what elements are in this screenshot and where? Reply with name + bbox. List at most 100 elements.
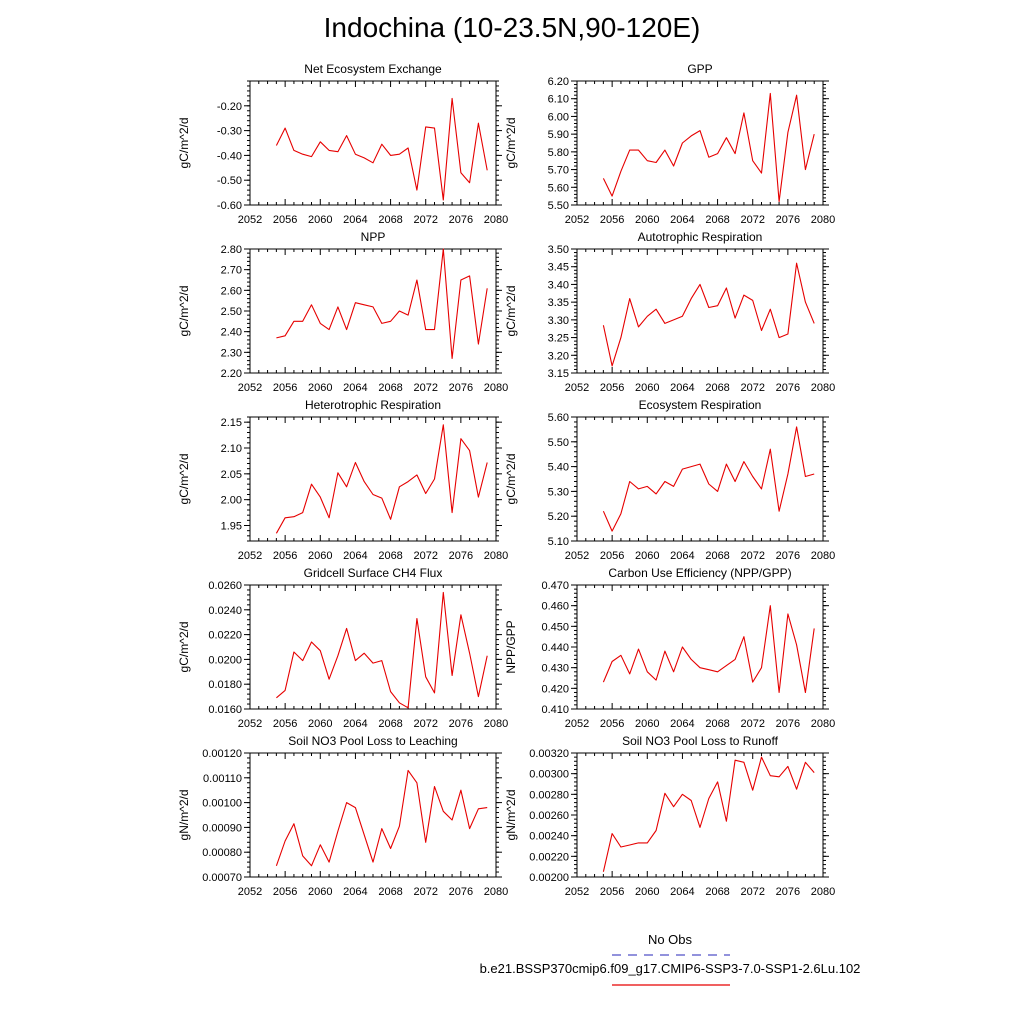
panel-title: Net Ecosystem Exchange: [304, 62, 442, 76]
x-tick-label: 2068: [705, 382, 729, 394]
x-tick-label: 2060: [308, 214, 332, 226]
y-tick-label: 0.0200: [208, 654, 242, 666]
x-tick-label: 2056: [273, 886, 297, 898]
x-tick-label: 2080: [484, 886, 508, 898]
y-axis-label: gC/m^2/d: [504, 286, 518, 337]
x-tick-label: 2076: [449, 886, 473, 898]
x-tick-label: 2068: [378, 718, 402, 730]
x-tick-label: 2080: [484, 382, 508, 394]
y-tick-label: 5.50: [548, 200, 569, 212]
y-tick-label: 2.70: [221, 265, 242, 277]
y-tick-label: 2.30: [221, 347, 242, 359]
panel-soil-no3-pool-loss-to-runoff: Soil NO3 Pool Loss to Runoff 2052 2056 2060…: [504, 734, 835, 898]
panel-heterotrophic-respiration: Heterotrophic Respiration 2052 2056 2060 206…: [177, 398, 508, 562]
y-tick-label: 0.0260: [208, 580, 242, 592]
x-tick-label: 2060: [635, 214, 659, 226]
x-tick-label: 2060: [308, 718, 332, 730]
plot-frame: [249, 80, 497, 206]
y-tick-label: 0.00300: [529, 769, 569, 781]
x-tick-label: 2068: [378, 550, 402, 562]
plot-frame: [576, 248, 824, 374]
x-tick-label: 2060: [308, 886, 332, 898]
y-tick-label: 3.35: [548, 297, 569, 309]
x-tick-label: 2068: [705, 550, 729, 562]
y-tick-label: 6.00: [548, 111, 569, 123]
x-tick-label: 2056: [273, 382, 297, 394]
x-tick-label: 2080: [484, 550, 508, 562]
page-title: Indochina (10-23.5N,90-120E): [323, 12, 701, 43]
y-tick-label: 5.90: [548, 129, 569, 141]
x-tick-label: 2080: [811, 550, 835, 562]
y-tick-label: 0.00110: [203, 773, 242, 785]
x-tick-label: 2064: [670, 886, 694, 898]
x-tick-label: 2064: [343, 382, 367, 394]
y-tick-label: 0.00220: [529, 851, 569, 863]
series-line-gpp: [602, 92, 815, 203]
legend-obs-label: No Obs: [647, 932, 693, 947]
y-tick-label: 5.20: [548, 511, 569, 523]
y-tick-label: 3.15: [548, 368, 569, 380]
y-tick-label: 0.00120: [202, 748, 242, 760]
x-tick-label: 2072: [740, 550, 764, 562]
x-tick-label: 2052: [238, 718, 262, 730]
panel-carbon-use-efficiency-npp-gpp: Carbon Use Efficiency (NPP/GPP) 2052 2056 2…: [504, 566, 835, 730]
x-tick-label: 2056: [273, 214, 297, 226]
y-tick-label: -0.50: [217, 175, 242, 187]
x-tick-label: 2064: [670, 550, 694, 562]
y-tick-label: -0.60: [217, 200, 242, 212]
x-tick-label: 2056: [273, 718, 297, 730]
x-tick-label: 2068: [378, 382, 402, 394]
y-tick-label: 3.45: [548, 262, 569, 274]
y-tick-label: 2.05: [221, 469, 242, 481]
y-tick-label: 5.40: [548, 462, 569, 474]
y-tick-label: -0.40: [217, 150, 242, 162]
x-tick-label: 2064: [670, 718, 694, 730]
y-tick-label: 0.00070: [202, 872, 242, 884]
x-tick-label: 2072: [413, 214, 437, 226]
y-tick-label: 0.00090: [202, 822, 242, 834]
panel-title: Autotrophic Respiration: [638, 230, 763, 244]
plot-frame: [249, 248, 497, 374]
series-line-ecosystem-respiration: [602, 426, 815, 532]
x-tick-label: 2052: [565, 886, 589, 898]
panel-net-ecosystem-exchange: Net Ecosystem Exchange 2052 2056 2060 2064 20…: [177, 62, 508, 226]
y-tick-label: 3.25: [548, 333, 569, 345]
y-tick-label: 5.50: [548, 437, 569, 449]
x-tick-label: 2076: [776, 382, 800, 394]
x-tick-label: 2064: [343, 550, 367, 562]
y-tick-label: 5.70: [548, 165, 569, 177]
y-tick-label: 2.00: [221, 495, 242, 507]
x-tick-label: 2076: [776, 550, 800, 562]
panel-title: GPP: [687, 62, 712, 76]
y-tick-label: 0.0240: [208, 605, 242, 617]
y-axis-label: gC/m^2/d: [177, 622, 191, 673]
y-tick-label: 0.00280: [529, 789, 569, 801]
x-tick-label: 2068: [705, 214, 729, 226]
x-tick-label: 2052: [238, 382, 262, 394]
panel-soil-no3-pool-loss-to-leaching: Soil NO3 Pool Loss to Leaching 2052 2056 20…: [177, 734, 508, 898]
y-tick-label: 5.80: [548, 147, 569, 159]
panel-title: Heterotrophic Respiration: [305, 398, 441, 412]
series-line-heterotrophic-respiration: [275, 424, 488, 534]
x-tick-label: 2060: [635, 886, 659, 898]
y-tick-label: 5.60: [548, 182, 569, 194]
x-tick-label: 2068: [378, 886, 402, 898]
x-tick-label: 2080: [811, 886, 835, 898]
x-tick-label: 2076: [776, 214, 800, 226]
series-line-gridcell-surface-ch4-flux: [276, 591, 488, 709]
x-tick-label: 2060: [635, 550, 659, 562]
plot-frame: [249, 752, 497, 878]
x-tick-label: 2060: [308, 382, 332, 394]
y-tick-label: 3.20: [548, 350, 569, 362]
x-tick-label: 2060: [635, 718, 659, 730]
x-tick-label: 2056: [600, 718, 624, 730]
x-tick-label: 2080: [484, 214, 508, 226]
x-tick-label: 2076: [449, 718, 473, 730]
panel-title: Soil NO3 Pool Loss to Runoff: [622, 734, 779, 748]
x-tick-label: 2056: [273, 550, 297, 562]
series-line-npp: [276, 248, 488, 360]
y-tick-label: 2.10: [221, 443, 242, 455]
x-tick-label: 2072: [413, 382, 437, 394]
x-tick-label: 2072: [740, 382, 764, 394]
